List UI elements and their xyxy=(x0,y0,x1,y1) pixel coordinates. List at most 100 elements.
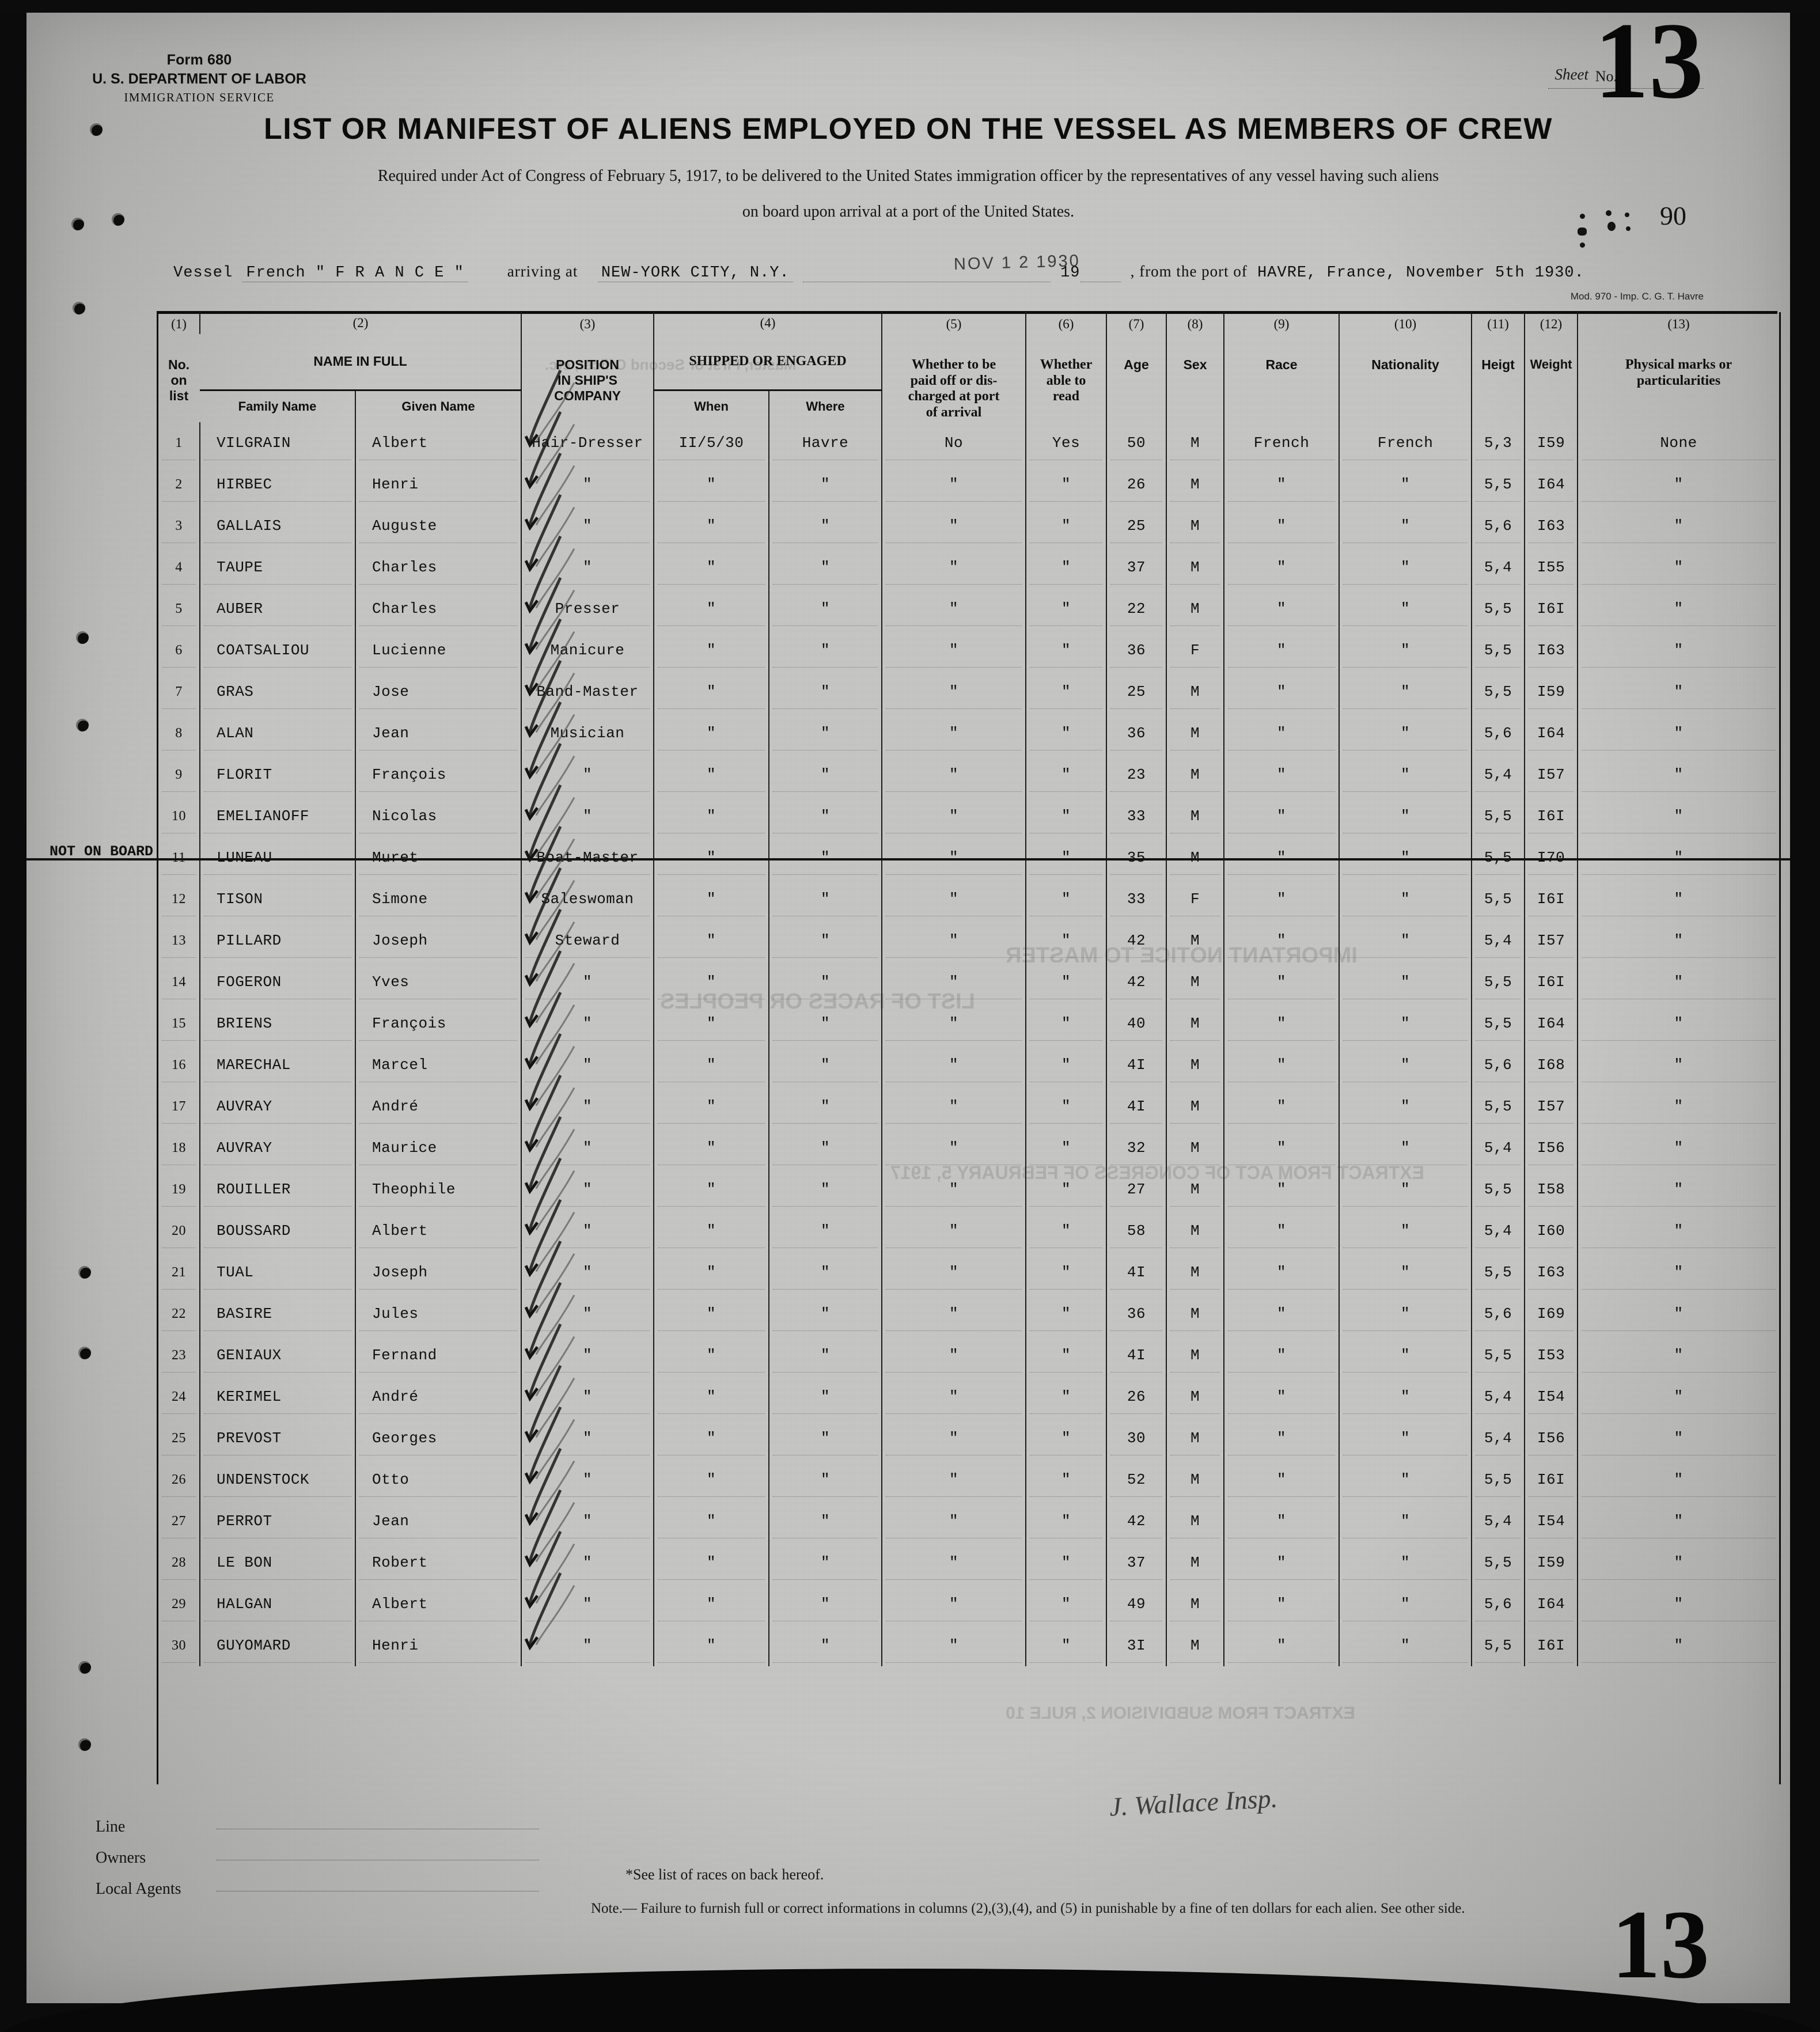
cell-family-name: LUNEAU xyxy=(199,837,355,878)
table-row[interactable]: 3 GALLAIS Auguste " " " " " 25 M " " 5,6 I63 " xyxy=(158,505,1780,547)
cell-age: 22 xyxy=(1106,588,1167,630)
cell-age: 49 xyxy=(1106,1583,1167,1625)
cell-family-name: ROUILLER xyxy=(199,1169,355,1210)
cell-age: 42 xyxy=(1106,1500,1167,1542)
cell-family-name: BOUSSARD xyxy=(199,1210,355,1252)
table-row[interactable]: 28 LE BON Robert " " " " " 37 M " " 5,5 I59 " xyxy=(158,1542,1780,1583)
table-row[interactable]: 13 PILLARD Joseph Steward " " " " 42 M " " 5,4 I57 " xyxy=(158,920,1780,961)
cell-weight: I6I xyxy=(1524,1625,1578,1666)
cell-where: " xyxy=(768,1044,882,1086)
cell-position: " xyxy=(521,464,654,505)
table-row[interactable]: 1 VILGRAIN Albert Hair-Dresser II/5/30 Havre N… xyxy=(158,422,1780,464)
table-row[interactable]: 26 UNDENSTOCK Otto " " " " " 52 M " " 5,5 I6I " xyxy=(158,1459,1780,1500)
cell-weight: I57 xyxy=(1524,1086,1578,1127)
header-label-7: Age xyxy=(1124,357,1149,372)
table-row[interactable]: 15 BRIENS François " " " " " 40 M " " 5,5 I64 " xyxy=(158,1003,1780,1044)
cell-age: 30 xyxy=(1106,1417,1167,1459)
table-row[interactable]: 4 TAUPE Charles " " " " " 37 M " " 5,4 I55 " xyxy=(158,547,1780,588)
cell-height: 5,4 xyxy=(1471,1127,1525,1169)
table-row[interactable]: 30 GUYOMARD Henri " " " " " 3I M " " 5,5 I6I " xyxy=(158,1625,1780,1666)
table-row[interactable]: 18 AUVRAY Maurice " " " " " 32 M " " 5,4 I56 " xyxy=(158,1127,1780,1169)
table-row[interactable]: 5 AUBER Charles Presser " " " " 22 M " " 5,5 I6I " xyxy=(158,588,1780,630)
cell-where: " xyxy=(768,505,882,547)
cell-given-name: Jean xyxy=(354,712,522,754)
cell-read: " xyxy=(1025,1086,1107,1127)
table-row[interactable]: 25 PREVOST Georges " " " " " 30 M " " 5,4 I56 " xyxy=(158,1417,1780,1459)
cell-race: " xyxy=(1223,878,1340,920)
table-row[interactable]: 17 AUVRAY André " " " " " 4I M " " 5,5 I57 " xyxy=(158,1086,1780,1127)
row-number: 12 xyxy=(158,878,200,920)
col-num-13: (13) Physical marks or particularities xyxy=(1577,312,1780,422)
cell-height: 5,5 xyxy=(1471,961,1525,1003)
table-row[interactable]: 22 BASIRE Jules " " " " " 36 M " " 5,6 I69 " xyxy=(158,1293,1780,1335)
table-row[interactable]: 9 FLORIT François " " " " " 23 M " " 5,4 I57 " xyxy=(158,754,1780,795)
cell-age: 52 xyxy=(1106,1459,1167,1500)
cell-race: " xyxy=(1223,837,1340,878)
row-number: 21 xyxy=(158,1252,200,1293)
cell-paid_off: " xyxy=(881,1625,1026,1666)
table-row[interactable]: 23 GENIAUX Fernand " " " " " 4I M " " 5,5 I53 " xyxy=(158,1335,1780,1376)
cell-read: " xyxy=(1025,671,1107,712)
cell-family-name: LE BON xyxy=(199,1542,355,1583)
table-row[interactable]: 11 LUNEAU Muret Boat-Master " " " " 35 M " " 5,5 I70 " xyxy=(158,837,1780,878)
table-row[interactable]: 8 ALAN Jean Musician " " " " 36 M " " 5,6 I64 " xyxy=(158,712,1780,754)
cell-read: " xyxy=(1025,1417,1107,1459)
table-row[interactable]: 19 ROUILLER Theophile " " " " " 27 M " " 5,5 I58 " xyxy=(158,1169,1780,1210)
cell-paid_off: " xyxy=(881,547,1026,588)
cell-given-name: Henri xyxy=(354,464,522,505)
cell-paid_off: " xyxy=(881,1459,1026,1500)
cell-marks: " xyxy=(1577,1583,1780,1625)
cell-weight: I54 xyxy=(1524,1500,1578,1542)
table-row[interactable]: 29 HALGAN Albert " " " " " 49 M " " 5,6 I64 " xyxy=(158,1583,1780,1625)
year-prefix: 19 xyxy=(1060,264,1080,282)
table-row[interactable]: 24 KERIMEL André " " " " " 26 M " " 5,4 I54 " xyxy=(158,1376,1780,1417)
cell-age: 36 xyxy=(1106,630,1167,671)
cell-read: " xyxy=(1025,1335,1107,1376)
cell-family-name: PILLARD xyxy=(199,920,355,961)
table-row[interactable]: 10 EMELIANOFF Nicolas " " " " " 33 M " " 5,5 I6I " xyxy=(158,795,1780,837)
cell-age: 26 xyxy=(1106,1376,1167,1417)
cell-height: 5,4 xyxy=(1471,754,1525,795)
table-row[interactable]: 6 COATSALIOU Lucienne Manicure " " " " 36 F " " 5,5 I… xyxy=(158,630,1780,671)
cell-when: " xyxy=(653,630,769,671)
departure-port: HAVRE, France, November 5th 1930. xyxy=(1257,264,1584,282)
table-row[interactable]: 21 TUAL Joseph " " " " " 4I M " " 5,5 I63 " xyxy=(158,1252,1780,1293)
cell-family-name: TUAL xyxy=(199,1252,355,1293)
table-row[interactable]: 27 PERROT Jean " " " " " 42 M " " 5,4 I54 " xyxy=(158,1500,1780,1542)
footer-local-agents-label: Local Agents xyxy=(96,1880,181,1898)
cell-position: " xyxy=(521,1003,654,1044)
cell-sex: M xyxy=(1166,1500,1224,1542)
page-number: 90 xyxy=(1660,201,1686,230)
cell-race: " xyxy=(1223,795,1340,837)
cell-nationality: " xyxy=(1339,1127,1472,1169)
cell-height: 5,5 xyxy=(1471,1625,1525,1666)
table-row[interactable]: 20 BOUSSARD Albert " " " " " 58 M " " 5,4 I60 " xyxy=(158,1210,1780,1252)
row-number: 26 xyxy=(158,1459,200,1500)
cell-given-name: Henri xyxy=(354,1625,522,1666)
header-label-13: Physical marks or particularities xyxy=(1625,357,1732,388)
header-label-8: Sex xyxy=(1183,357,1207,372)
table-row[interactable]: 16 MARECHAL Marcel " " " " " 4I M " " 5,6 I68 " xyxy=(158,1044,1780,1086)
cell-race: " xyxy=(1223,547,1340,588)
cell-read: " xyxy=(1025,1169,1107,1210)
table-row[interactable]: 2 HIRBEC Henri " " " " " 26 M " " 5,5 I64 " xyxy=(158,464,1780,505)
cell-sex: M xyxy=(1166,1459,1224,1500)
cell-where: " xyxy=(768,1169,882,1210)
cell-age: 4I xyxy=(1106,1086,1167,1127)
row-number: 7 xyxy=(158,671,200,712)
cell-where: " xyxy=(768,1459,882,1500)
cell-position: " xyxy=(521,1169,654,1210)
table-row[interactable]: 12 TISON Simone Saleswoman " " " " 33 F " " 5,5 I6I " xyxy=(158,878,1780,920)
table-row[interactable]: 14 FOGERON Yves " " " " " 42 M " " 5,5 I6I " xyxy=(158,961,1780,1003)
cell-weight: I63 xyxy=(1524,1252,1578,1293)
cell-position: " xyxy=(521,1376,654,1417)
cell-family-name: GALLAIS xyxy=(199,505,355,547)
cell-where: " xyxy=(768,1210,882,1252)
cell-family-name: VILGRAIN xyxy=(199,422,355,464)
cell-marks: " xyxy=(1577,1044,1780,1086)
cell-when: " xyxy=(653,505,769,547)
table-row[interactable]: 7 GRAS Jose Band-Master " " " " 25 M " " 5,5 I59 " xyxy=(158,671,1780,712)
row-number: 9 xyxy=(158,754,200,795)
cell-where: " xyxy=(768,630,882,671)
cell-position: Boat-Master xyxy=(521,837,654,878)
